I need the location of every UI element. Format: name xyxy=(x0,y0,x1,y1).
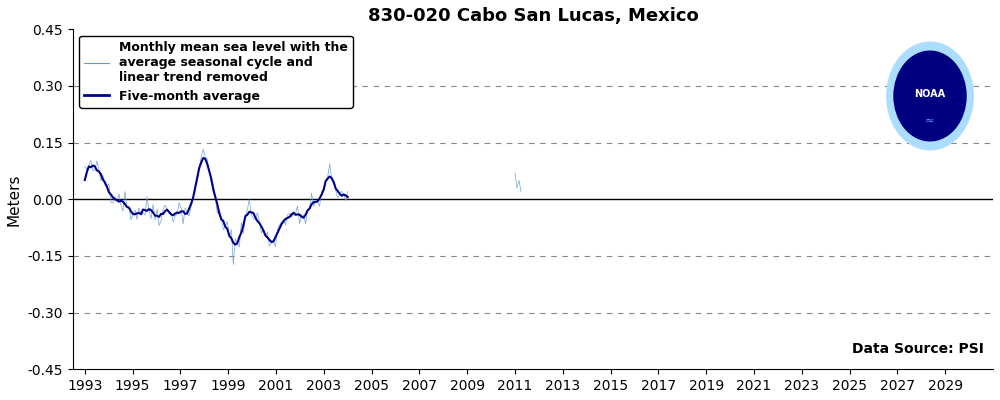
Y-axis label: Meters: Meters xyxy=(7,173,22,226)
Circle shape xyxy=(894,51,966,141)
Text: ≈: ≈ xyxy=(925,116,935,126)
Circle shape xyxy=(887,42,973,150)
Legend: Monthly mean sea level with the
average seasonal cycle and
linear trend removed,: Monthly mean sea level with the average … xyxy=(79,36,353,108)
Text: Data Source: PSI: Data Source: PSI xyxy=(852,342,984,356)
Title: 830-020 Cabo San Lucas, Mexico: 830-020 Cabo San Lucas, Mexico xyxy=(368,7,698,25)
Text: NOAA: NOAA xyxy=(914,89,946,99)
